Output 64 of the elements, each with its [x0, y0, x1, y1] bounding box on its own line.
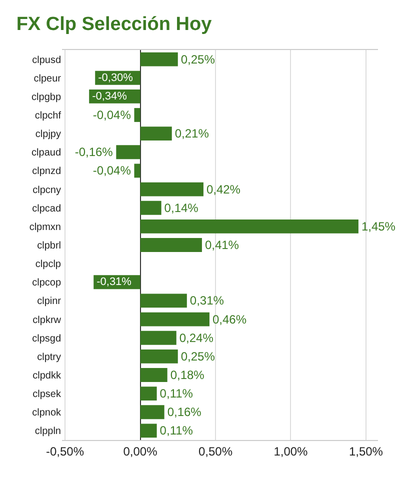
- y-tick-label: clpnok: [32, 408, 62, 419]
- data-label: -0,30%: [98, 72, 134, 84]
- y-tick-label: clpbrl: [37, 240, 61, 252]
- data-label: 0,25%: [180, 349, 216, 364]
- data-label: 0,24%: [179, 330, 214, 345]
- y-tick-label: clpclp: [35, 259, 62, 270]
- data-label: -0,16%: [74, 145, 114, 160]
- bar: [140, 200, 162, 215]
- y-tick-label: clpsek: [32, 389, 62, 400]
- data-label: 0,18%: [170, 368, 205, 382]
- data-label: 0,14%: [164, 200, 199, 215]
- y-tick-label: clpaud: [32, 148, 61, 159]
- data-label: 0,31%: [190, 294, 224, 308]
- x-tick-label: 1,00%: [274, 444, 308, 458]
- bar: [140, 238, 202, 252]
- bar: [140, 368, 168, 382]
- bar: [140, 349, 178, 364]
- data-label: -0,34%: [92, 90, 128, 102]
- bar: [140, 386, 157, 401]
- y-tick-label: clpnzd: [32, 166, 61, 178]
- y-tick-label: clptry: [37, 352, 61, 363]
- bar: [140, 219, 358, 234]
- y-tick-label: clpchf: [34, 110, 62, 122]
- bar: [116, 145, 140, 160]
- y-tick-label: clpcad: [32, 203, 61, 214]
- y-tick-label: clpinr: [37, 296, 62, 308]
- y-tick-label: clpdkk: [32, 370, 62, 382]
- bar: [140, 294, 187, 308]
- x-tick-label: 0,00%: [123, 444, 158, 458]
- data-label: 0,46%: [212, 312, 247, 326]
- y-tick-label: clpgbp: [32, 92, 62, 103]
- bar: [134, 108, 140, 122]
- bar: [140, 424, 157, 438]
- data-label: 1,45%: [361, 219, 396, 234]
- bar: [140, 312, 210, 326]
- data-label: -0,04%: [92, 108, 132, 122]
- y-tick-label: clppln: [34, 426, 61, 438]
- data-label: -0,31%: [96, 276, 132, 288]
- y-tick-label: clpcop: [32, 278, 62, 289]
- bar: [140, 52, 178, 66]
- y-tick-label: clpjpy: [35, 129, 61, 140]
- chart-title: FX Clp Selección Hoy: [16, 14, 212, 36]
- y-tick-label: clpsgd: [32, 333, 61, 344]
- y-tick-label: clpeur: [34, 73, 62, 84]
- bar: [134, 164, 140, 178]
- data-label: 0,16%: [167, 405, 202, 420]
- bar: [140, 126, 172, 141]
- x-tick-label: 1,50%: [348, 444, 384, 458]
- y-tick-label: clpusd: [32, 54, 61, 66]
- y-tick-label: clpcny: [32, 184, 61, 196]
- y-tick-label: clpmxn: [29, 222, 61, 233]
- data-label: 0,25%: [180, 52, 216, 66]
- bar: [140, 330, 176, 345]
- data-label: -0,04%: [92, 164, 132, 178]
- y-tick-label: clpkrw: [32, 314, 62, 326]
- data-label: 0,11%: [160, 424, 194, 438]
- x-tick-label: 0,50%: [198, 444, 233, 458]
- bar: [140, 405, 164, 420]
- x-tick-label: -0,50%: [46, 444, 84, 458]
- data-label: 0,42%: [206, 182, 241, 196]
- bar: [140, 182, 204, 196]
- data-label: 0,41%: [204, 238, 240, 252]
- data-label: 0,21%: [174, 126, 210, 141]
- data-label: 0,11%: [160, 386, 194, 401]
